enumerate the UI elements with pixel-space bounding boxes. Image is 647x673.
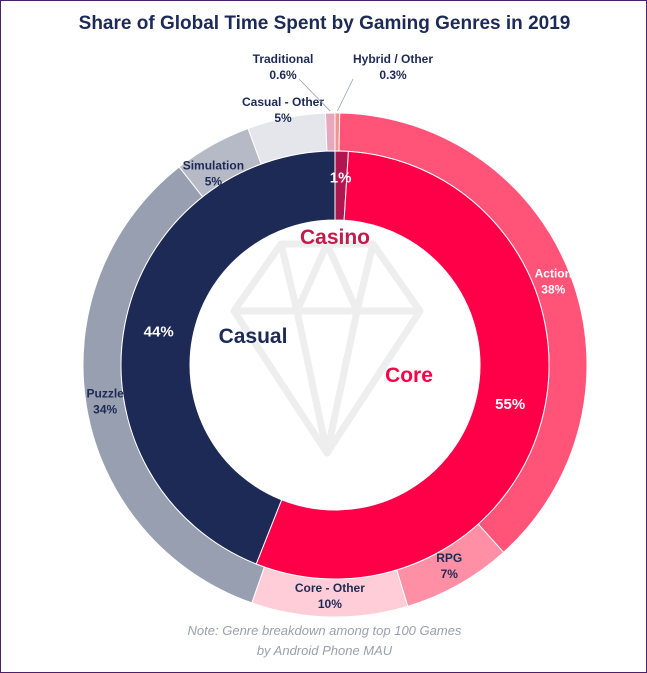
slice-core [255, 150, 550, 580]
outer-label-casual-other: Casual - Other [242, 95, 324, 109]
outer-value-action: 38% [541, 283, 565, 297]
slice-casual [120, 150, 336, 565]
outer-value-rpg: 7% [441, 567, 459, 581]
outer-label-core-other: Core - Other [295, 581, 365, 595]
category-label-casino: Casino [300, 226, 370, 249]
outer-label-action: Action [535, 267, 572, 281]
slice-traditional [324, 112, 336, 152]
diamond-watermark-icon [230, 240, 424, 457]
leader-line-traditional [298, 78, 331, 112]
outer-value-traditional: 0.6% [269, 68, 297, 82]
outer-label-hybrid-other: Hybrid / Other [353, 52, 433, 66]
outer-label-puzzle: Puzzle [86, 386, 124, 400]
inner-value-casual: 44% [144, 323, 174, 340]
outer-ring [82, 112, 588, 618]
chart-title: Share of Global Time Spent by Gaming Gen… [78, 13, 571, 34]
category-label-casual: Casual [219, 325, 288, 348]
chart-note-line-1: Note: Genre breakdown among top 100 Game… [187, 623, 462, 638]
outer-value-puzzle: 34% [93, 402, 117, 416]
outer-label-rpg: RPG [436, 551, 462, 565]
outer-value-core-other: 10% [318, 597, 342, 611]
inner-value-core: 55% [495, 396, 525, 413]
outer-label-simulation: Simulation [183, 159, 244, 173]
inner-ring [120, 150, 550, 580]
chart-labels: 1% Casino 55% Core 44% Casual Hybrid / Other 0.… [86, 52, 571, 611]
outer-label-traditional: Traditional [253, 52, 314, 66]
outer-value-simulation: 5% [205, 175, 223, 189]
category-label-core: Core [385, 364, 433, 387]
inner-value-casino: 1% [330, 170, 352, 187]
outer-value-casual-other: 5% [274, 111, 292, 125]
outer-value-hybrid-other: 0.3% [379, 68, 407, 82]
chart-note-line-2: by Android Phone MAU [256, 643, 393, 658]
leader-line-hybrid-other [337, 78, 354, 112]
